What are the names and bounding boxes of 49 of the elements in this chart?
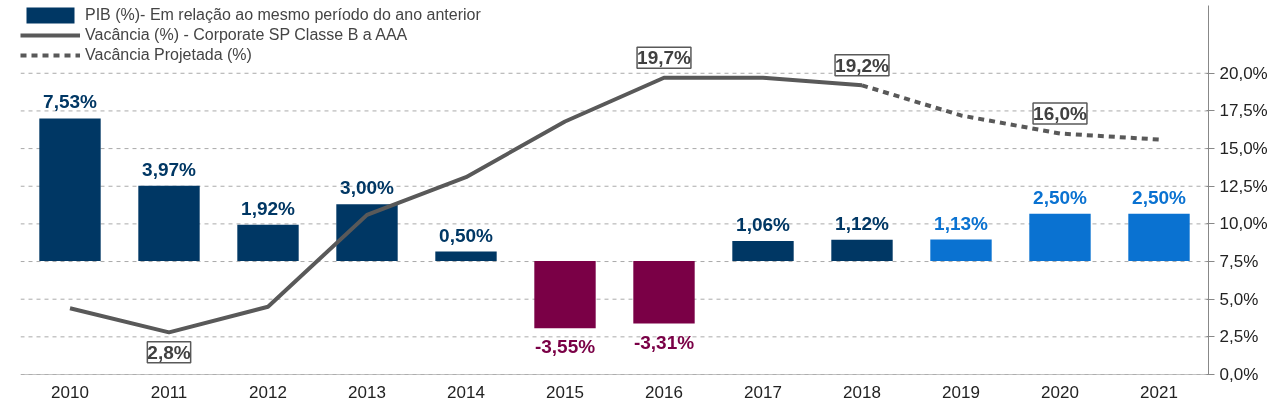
data-label: 7,53% [43, 91, 98, 113]
bar [534, 260, 596, 329]
x-tick-label: 2017 [744, 382, 782, 402]
bar [336, 204, 398, 261]
legend-label: Vacância (%) - Corporate SP Classe B a AAA [85, 26, 408, 44]
bar [39, 118, 101, 261]
data-label: 3,00% [340, 177, 395, 199]
text: 2,5% [1219, 327, 1259, 347]
x-tick-label: 2011 [150, 382, 188, 402]
text: 17,5% [1219, 101, 1268, 121]
text: 5,0% [1219, 289, 1259, 309]
data-label: 2,8% [147, 341, 191, 363]
bar [138, 185, 200, 261]
bar [732, 240, 794, 261]
x-tick-label: 2018 [843, 382, 881, 402]
x-tick-label: 2013 [348, 382, 386, 402]
data-label: 3,97% [142, 158, 197, 180]
data-label: 1,92% [241, 197, 296, 219]
data-label: 1,06% [736, 213, 791, 235]
bar [435, 251, 497, 261]
bar [1029, 213, 1091, 261]
data-label: -3,31% [633, 331, 695, 353]
bar [930, 239, 992, 261]
text: 10,0% [1219, 214, 1268, 234]
x-tick-label: 2019 [942, 382, 980, 402]
bar [633, 260, 695, 324]
data-label: 0,50% [439, 224, 494, 246]
data-label: -3,55% [534, 336, 596, 358]
text: 12,5% [1219, 176, 1268, 196]
x-tick-label: 2010 [51, 382, 89, 402]
bar [237, 224, 299, 261]
text: 0,0% [1219, 365, 1259, 384]
legend-label: Vacância Projetada (%) [85, 46, 252, 64]
text: 20,0% [1219, 63, 1268, 83]
x-tick-label: 2015 [546, 382, 584, 402]
bar [1128, 213, 1190, 261]
data-label: 1,12% [835, 212, 890, 234]
x-tick-label: 2021 [1140, 382, 1178, 402]
legend-label: PIB (%)- Em relação ao mesmo período do ano anterior [85, 6, 481, 24]
text: 7,5% [1219, 252, 1259, 272]
x-tick-label: 2020 [1041, 382, 1079, 402]
data-label: 1,13% [934, 212, 989, 234]
x-tick-label: 2012 [249, 382, 287, 402]
data-label: 2,50% [1132, 186, 1187, 208]
bar [831, 239, 893, 261]
data-label: 2,50% [1033, 186, 1088, 208]
text: 15,0% [1219, 139, 1268, 159]
x-tick-label: 2016 [645, 382, 683, 402]
x-tick-label: 2014 [447, 382, 485, 402]
